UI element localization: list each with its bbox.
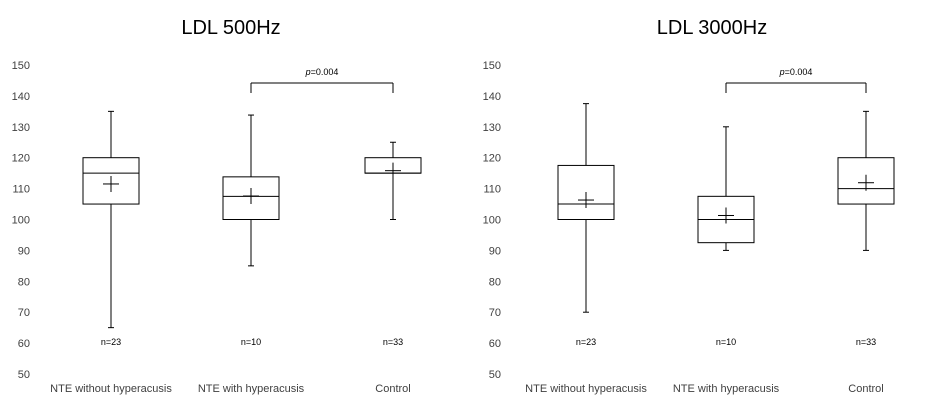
x-category-label: Control <box>375 383 410 395</box>
box-1 <box>557 103 615 313</box>
box-3 <box>364 141 422 220</box>
box-2 <box>222 114 280 267</box>
n-label: n=33 <box>383 337 403 347</box>
chart-panel-1: LDL 500Hz 50 60 70 80 90 100 110 120 130 140 150 n=2… <box>12 17 422 395</box>
y-tick-label: 120 <box>483 153 501 165</box>
p-value: =0.004 <box>311 67 339 77</box>
p-value-label: p=0.004 <box>779 67 813 77</box>
box-3 <box>837 110 895 251</box>
n-label: n=33 <box>856 337 876 347</box>
y-tick-label: 60 <box>18 338 30 350</box>
x-category-label: NTE with hyperacusis <box>198 383 305 395</box>
n-label: n=23 <box>576 337 596 347</box>
chart-title: LDL 3000Hz <box>657 17 767 39</box>
y-tick-label: 100 <box>12 215 30 227</box>
n-label: n=10 <box>241 337 261 347</box>
y-tick-label: 70 <box>18 307 30 319</box>
significance-bracket: p=0.004 <box>250 67 394 93</box>
n-label: n=23 <box>101 337 121 347</box>
y-tick-label: 120 <box>12 153 30 165</box>
box-1 <box>82 110 140 329</box>
y-tick-label: 100 <box>483 215 501 227</box>
n-label: n=10 <box>716 337 736 347</box>
y-tick-label: 130 <box>12 122 30 134</box>
y-tick-label: 90 <box>489 245 501 257</box>
chart-title: LDL 500Hz <box>181 17 280 39</box>
p-symbol: p <box>779 67 785 77</box>
y-tick-label: 50 <box>18 369 30 381</box>
y-tick-label: 110 <box>12 184 30 196</box>
y-tick-label: 110 <box>483 184 501 196</box>
p-value-label: p=0.004 <box>305 67 339 77</box>
y-tick-label: 60 <box>489 338 501 350</box>
p-value: =0.004 <box>785 67 813 77</box>
y-tick-label: 50 <box>489 369 501 381</box>
p-symbol: p <box>305 67 311 77</box>
y-tick-label: 70 <box>489 307 501 319</box>
significance-bracket: p=0.004 <box>725 67 867 93</box>
y-tick-label: 140 <box>12 91 30 103</box>
y-tick-label: 130 <box>483 122 501 134</box>
x-category-label: NTE without hyperacusis <box>50 383 172 395</box>
x-category-label: Control <box>848 383 883 395</box>
y-tick-label: 90 <box>18 245 30 257</box>
y-tick-label: 80 <box>489 276 501 288</box>
y-tick-label: 150 <box>483 60 501 72</box>
box-2 <box>697 126 755 251</box>
y-tick-label: 140 <box>483 91 501 103</box>
chart-panel-2: LDL 3000Hz 50 60 70 80 90 100 110 120 130 140 150 n=… <box>483 17 895 395</box>
x-category-label: NTE with hyperacusis <box>673 383 780 395</box>
y-tick-label: 80 <box>18 276 30 288</box>
y-tick-label: 150 <box>12 60 30 72</box>
x-category-label: NTE without hyperacusis <box>525 383 647 395</box>
